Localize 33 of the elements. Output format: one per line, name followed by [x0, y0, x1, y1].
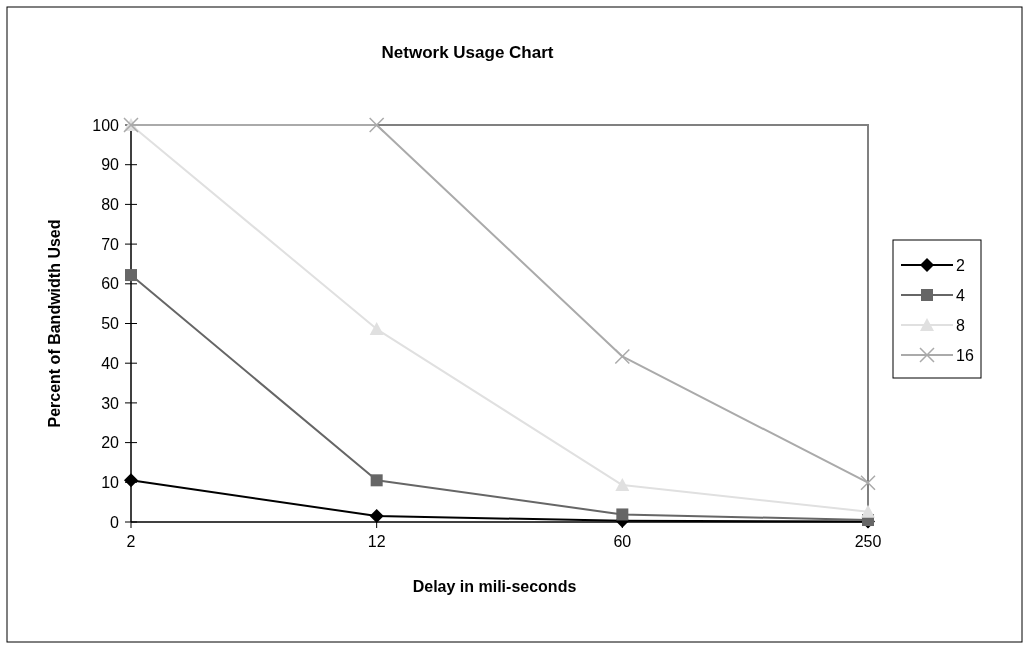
- chart-title: Network Usage Chart: [381, 43, 554, 62]
- y-tick-label: 90: [101, 156, 120, 174]
- y-tick-label: 70: [101, 235, 120, 253]
- x-tick-label: 12: [367, 533, 386, 550]
- y-tick-label: 10: [101, 473, 120, 491]
- point: [860, 474, 876, 491]
- y-tick-label: 40: [101, 354, 120, 372]
- legend-label: 8: [956, 316, 965, 334]
- point: [615, 478, 630, 492]
- point: [368, 117, 385, 133]
- point: [861, 504, 875, 518]
- y-tick-label: 50: [101, 315, 120, 333]
- x-tick-label: 250: [854, 533, 882, 550]
- point: [369, 322, 384, 336]
- x-axis-title: Delay in mili-seconds: [412, 578, 577, 595]
- y-tick-label: 30: [101, 394, 120, 412]
- legend-label: 4: [956, 286, 965, 304]
- x-tick-label: 60: [613, 533, 632, 550]
- y-tick-label: 60: [101, 275, 120, 293]
- x-tick-label: 2: [126, 533, 136, 550]
- legend-label: 2: [956, 256, 965, 274]
- y-tick-label: 80: [101, 196, 120, 213]
- y-tick-label: 20: [101, 434, 120, 452]
- point: [370, 474, 383, 487]
- y-axis-title: Percent of Bandwidth Used: [46, 219, 63, 428]
- point: [124, 473, 138, 488]
- point: [125, 269, 137, 282]
- point: [614, 348, 631, 365]
- point: [616, 508, 629, 521]
- point: [369, 509, 384, 524]
- y-tick-label: 100: [92, 116, 120, 134]
- legend-label: 16: [956, 346, 974, 364]
- y-tick-label: 0: [110, 513, 120, 531]
